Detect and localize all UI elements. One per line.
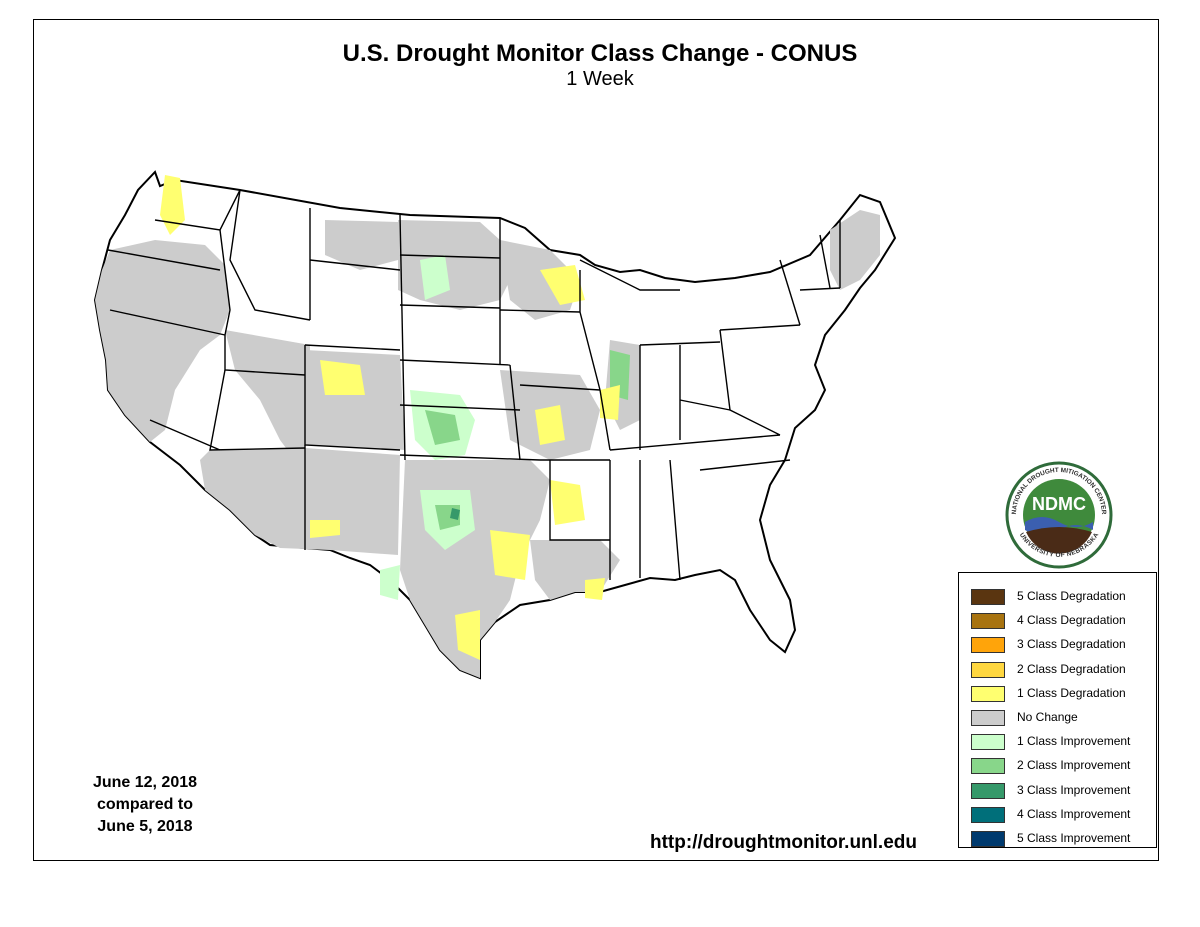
south-texas-degradation-1 xyxy=(455,610,480,660)
southwest-no-change xyxy=(200,448,400,555)
legend-label: 2 Class Degradation xyxy=(1017,661,1126,676)
legend-label: 5 Class Improvement xyxy=(1017,831,1131,845)
map-subtitle: 1 Week xyxy=(566,68,634,90)
legend-item: 1 Class Degradation xyxy=(971,684,1151,704)
legend-swatch xyxy=(971,758,1005,775)
degradation-areas xyxy=(160,175,620,660)
legend-swatch xyxy=(971,661,1005,678)
legend-swatch xyxy=(971,831,1005,847)
ndmc-logo: NDMC NATIONAL DROUGHT MITIGATION CENTER … xyxy=(1005,461,1113,569)
legend-swatch xyxy=(971,613,1005,630)
legend-item: 2 Class Degradation xyxy=(971,660,1151,680)
new-england-no-change xyxy=(830,210,880,290)
west-coast-no-change xyxy=(95,240,230,442)
wisconsin-degradation-1 xyxy=(540,265,585,305)
legend-item: 5 Class Improvement xyxy=(971,829,1151,849)
date-comparison: June 12, 2018 compared to June 5, 2018 xyxy=(60,772,230,838)
current-date: June 12, 2018 xyxy=(92,774,198,791)
legend-swatch xyxy=(971,782,1005,799)
washington-degradation-1 xyxy=(160,175,185,235)
class-change-regions xyxy=(93,170,897,680)
west-texas-improvement-1 xyxy=(380,565,400,600)
previous-date: June 5, 2018 xyxy=(97,818,193,835)
compared-to-label: compared to xyxy=(96,796,193,813)
map-title: U.S. Drought Monitor Class Change - CONU… xyxy=(342,40,858,67)
logo-soil xyxy=(1026,527,1092,554)
legend-label: 3 Class Improvement xyxy=(1017,782,1131,797)
dakota-improvement-1 xyxy=(420,255,450,300)
legend-item: 4 Class Improvement xyxy=(971,805,1151,825)
illinois-degradation-1 xyxy=(600,385,620,420)
source-url[interactable]: http://droughtmonitor.unl.edu xyxy=(650,832,917,853)
map-legend: 5 Class Degradation 4 Class Degradation 3 … xyxy=(958,572,1157,848)
new-mexico-degradation-1 xyxy=(310,520,340,538)
legend-item: 1 Class Improvement xyxy=(971,732,1151,752)
great-basin-no-change xyxy=(225,330,310,460)
legend-label: 3 Class Degradation xyxy=(1017,637,1126,652)
arkansas-degradation-1 xyxy=(550,480,585,525)
montana-no-change xyxy=(325,220,398,270)
legend-item: 4 Class Degradation xyxy=(971,611,1151,631)
texas-improvement-3 xyxy=(450,508,460,520)
legend-label: No Change xyxy=(1017,710,1078,724)
legend-item: 5 Class Degradation xyxy=(971,587,1151,607)
kansas-improvement-2 xyxy=(425,410,460,445)
legend-label: 5 Class Degradation xyxy=(1017,589,1126,603)
legend-swatch xyxy=(971,734,1005,751)
legend-swatch xyxy=(971,589,1005,605)
conus-map xyxy=(93,170,897,680)
legend-swatch xyxy=(971,806,1005,823)
legend-label: 1 Class Degradation xyxy=(1017,685,1126,700)
legend-swatch xyxy=(971,710,1005,726)
legend-label: 2 Class Improvement xyxy=(1017,758,1131,773)
legend-item: 2 Class Improvement xyxy=(971,756,1151,776)
legend-swatch xyxy=(971,637,1005,654)
legend-label: 4 Class Degradation xyxy=(1017,613,1126,628)
east-texas-degradation-1 xyxy=(490,530,530,580)
missouri-degradation-1 xyxy=(535,405,565,445)
legend-item: 3 Class Improvement xyxy=(971,781,1151,801)
logo-abbr: NDMC xyxy=(1032,494,1086,514)
mississippi-degradation-1 xyxy=(585,578,605,600)
legend-label: 1 Class Improvement xyxy=(1017,734,1131,749)
legend-swatch xyxy=(971,685,1005,702)
legend-item: No Change xyxy=(971,708,1151,728)
wyoming-degradation-1 xyxy=(320,360,365,395)
conus-outline xyxy=(93,170,897,680)
legend-label: 4 Class Improvement xyxy=(1017,806,1131,821)
state-borders xyxy=(107,189,841,581)
legend-item: 3 Class Degradation xyxy=(971,635,1151,655)
